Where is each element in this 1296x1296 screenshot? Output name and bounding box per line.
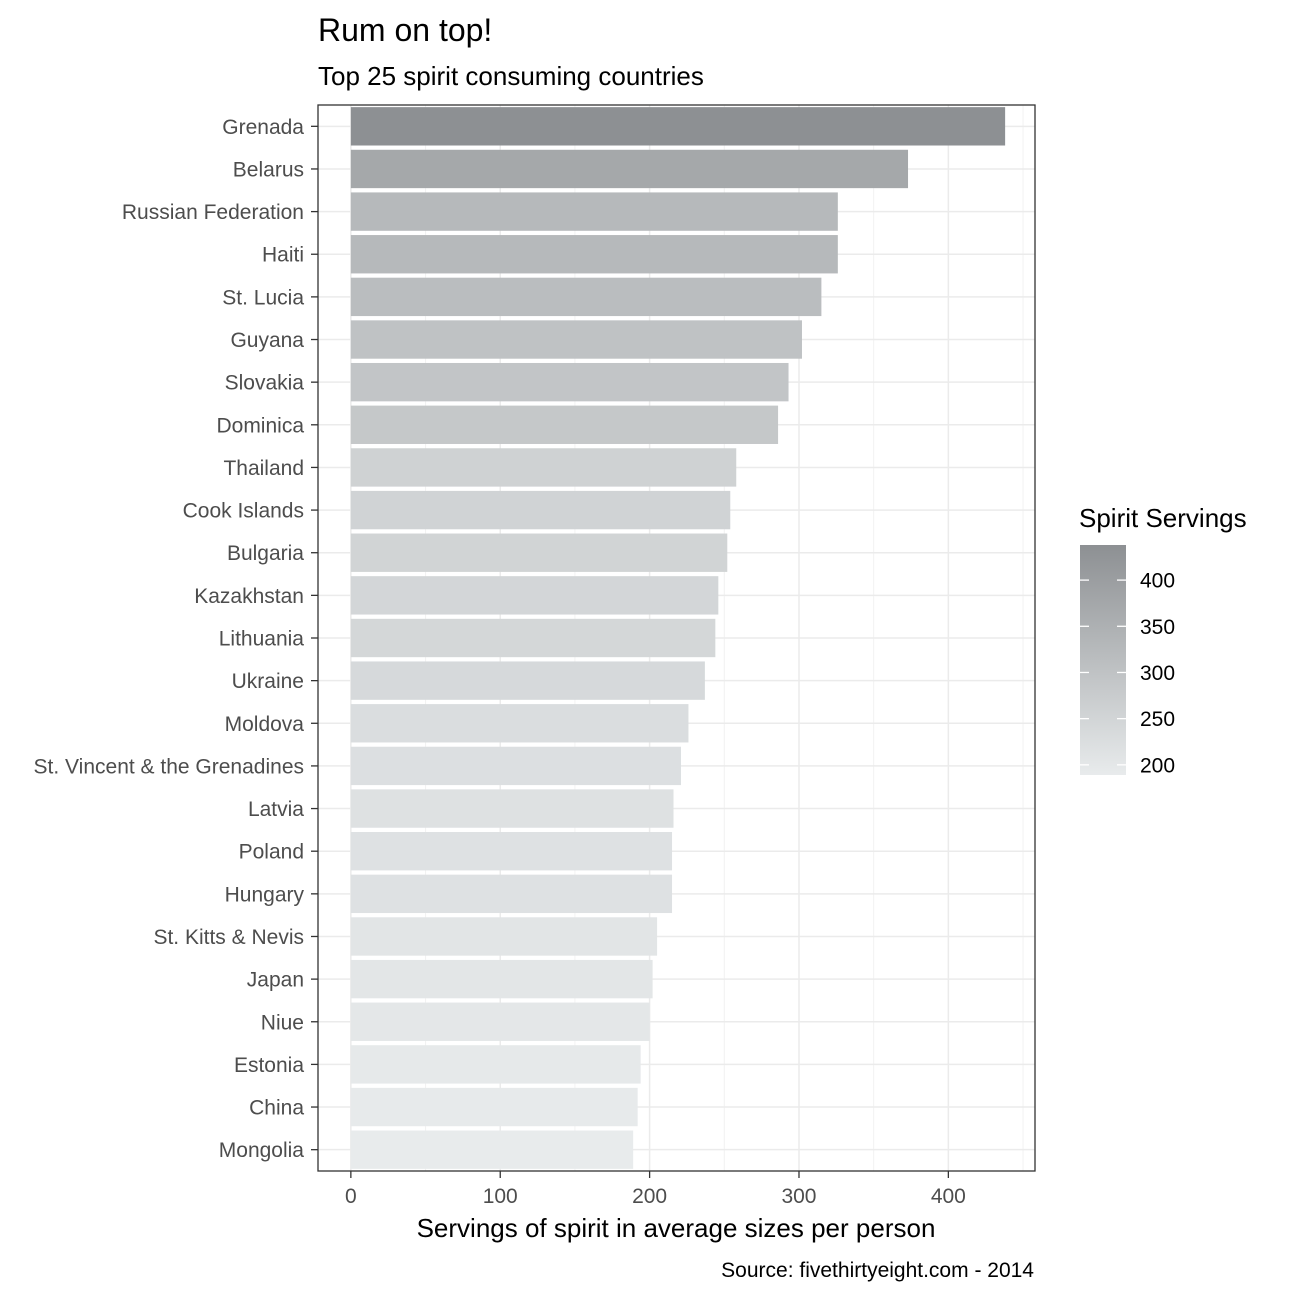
y-tick-label: Thailand <box>223 457 304 480</box>
x-tick-label: 400 <box>931 1185 966 1208</box>
legend-colorbar <box>1080 545 1126 775</box>
y-tick-label: Hungary <box>225 883 305 906</box>
bar <box>350 1002 650 1041</box>
bar <box>350 746 681 786</box>
y-tick-label: Moldova <box>225 713 305 736</box>
bar <box>350 490 731 530</box>
bar <box>350 1045 641 1084</box>
caption: Source: fivethirtyeight.com - 2014 <box>721 1259 1034 1282</box>
y-tick-label: Ukraine <box>232 670 304 693</box>
y-tick-label: St. Vincent & the Grenadines <box>34 755 304 778</box>
x-tick-label: 0 <box>345 1185 357 1208</box>
legend-tick-label: 300 <box>1140 662 1175 685</box>
y-axis: Grenada Belarus Russian Federation Haiti St.… <box>34 116 318 1162</box>
bar <box>350 149 909 189</box>
y-tick-label: Niue <box>261 1011 304 1034</box>
y-tick-label: Estonia <box>234 1054 304 1077</box>
bar <box>350 789 674 828</box>
x-tick-label: 200 <box>632 1185 667 1208</box>
y-tick-label: Mongolia <box>219 1139 305 1162</box>
legend-title: Spirit Servings <box>1079 503 1247 533</box>
y-tick-label: St. Kitts & Nevis <box>153 926 304 949</box>
bar <box>350 661 705 700</box>
y-tick-label: Latvia <box>248 798 304 821</box>
y-tick-label: St. Lucia <box>222 286 304 309</box>
y-tick-label: Bulgaria <box>227 542 304 565</box>
x-axis: 0 100 200 300 400 <box>345 1171 966 1208</box>
y-tick-label: Russian Federation <box>122 201 304 224</box>
bar <box>350 533 728 572</box>
bar <box>350 362 789 402</box>
bar <box>350 917 658 956</box>
y-tick-label: Dominica <box>216 414 304 437</box>
chart-subtitle: Top 25 spirit consuming countries <box>318 61 704 91</box>
bars <box>350 107 1006 1169</box>
y-tick-label: Japan <box>247 969 304 992</box>
bar <box>350 959 653 999</box>
y-tick-label: Lithuania <box>219 628 305 651</box>
y-tick-label: Guyana <box>230 329 304 352</box>
bar <box>350 277 822 317</box>
bar <box>350 448 737 487</box>
y-tick-label: Cook Islands <box>183 500 304 523</box>
y-tick-label: Slovakia <box>225 372 305 395</box>
y-tick-label: Belarus <box>233 158 304 181</box>
y-tick-label: Poland <box>239 841 304 864</box>
legend-tick-label: 200 <box>1140 754 1175 777</box>
bar <box>350 704 689 743</box>
y-tick-label: Kazakhstan <box>194 585 304 608</box>
legend: Spirit Servings 200 250 300 350 400 <box>1079 503 1247 777</box>
bar <box>350 192 838 231</box>
bar <box>350 235 838 274</box>
bar <box>350 320 802 359</box>
legend-tick-label: 400 <box>1140 570 1175 593</box>
bar <box>350 1087 638 1127</box>
bar <box>350 576 719 615</box>
bar <box>350 1130 634 1169</box>
legend-tick-label: 250 <box>1140 708 1175 731</box>
y-tick-label: China <box>249 1097 304 1120</box>
y-tick-label: Haiti <box>262 244 304 267</box>
bar <box>350 618 716 658</box>
chart-title: Rum on top! <box>318 12 492 48</box>
bar <box>350 874 673 914</box>
x-axis-label: Servings of spirit in average sizes per … <box>417 1213 936 1243</box>
y-tick-label: Grenada <box>222 116 304 139</box>
x-tick-label: 300 <box>781 1185 816 1208</box>
x-tick-label: 100 <box>483 1185 518 1208</box>
bar <box>350 107 1006 146</box>
bar <box>350 832 673 871</box>
legend-tick-label: 350 <box>1140 616 1175 639</box>
bar <box>350 405 779 444</box>
